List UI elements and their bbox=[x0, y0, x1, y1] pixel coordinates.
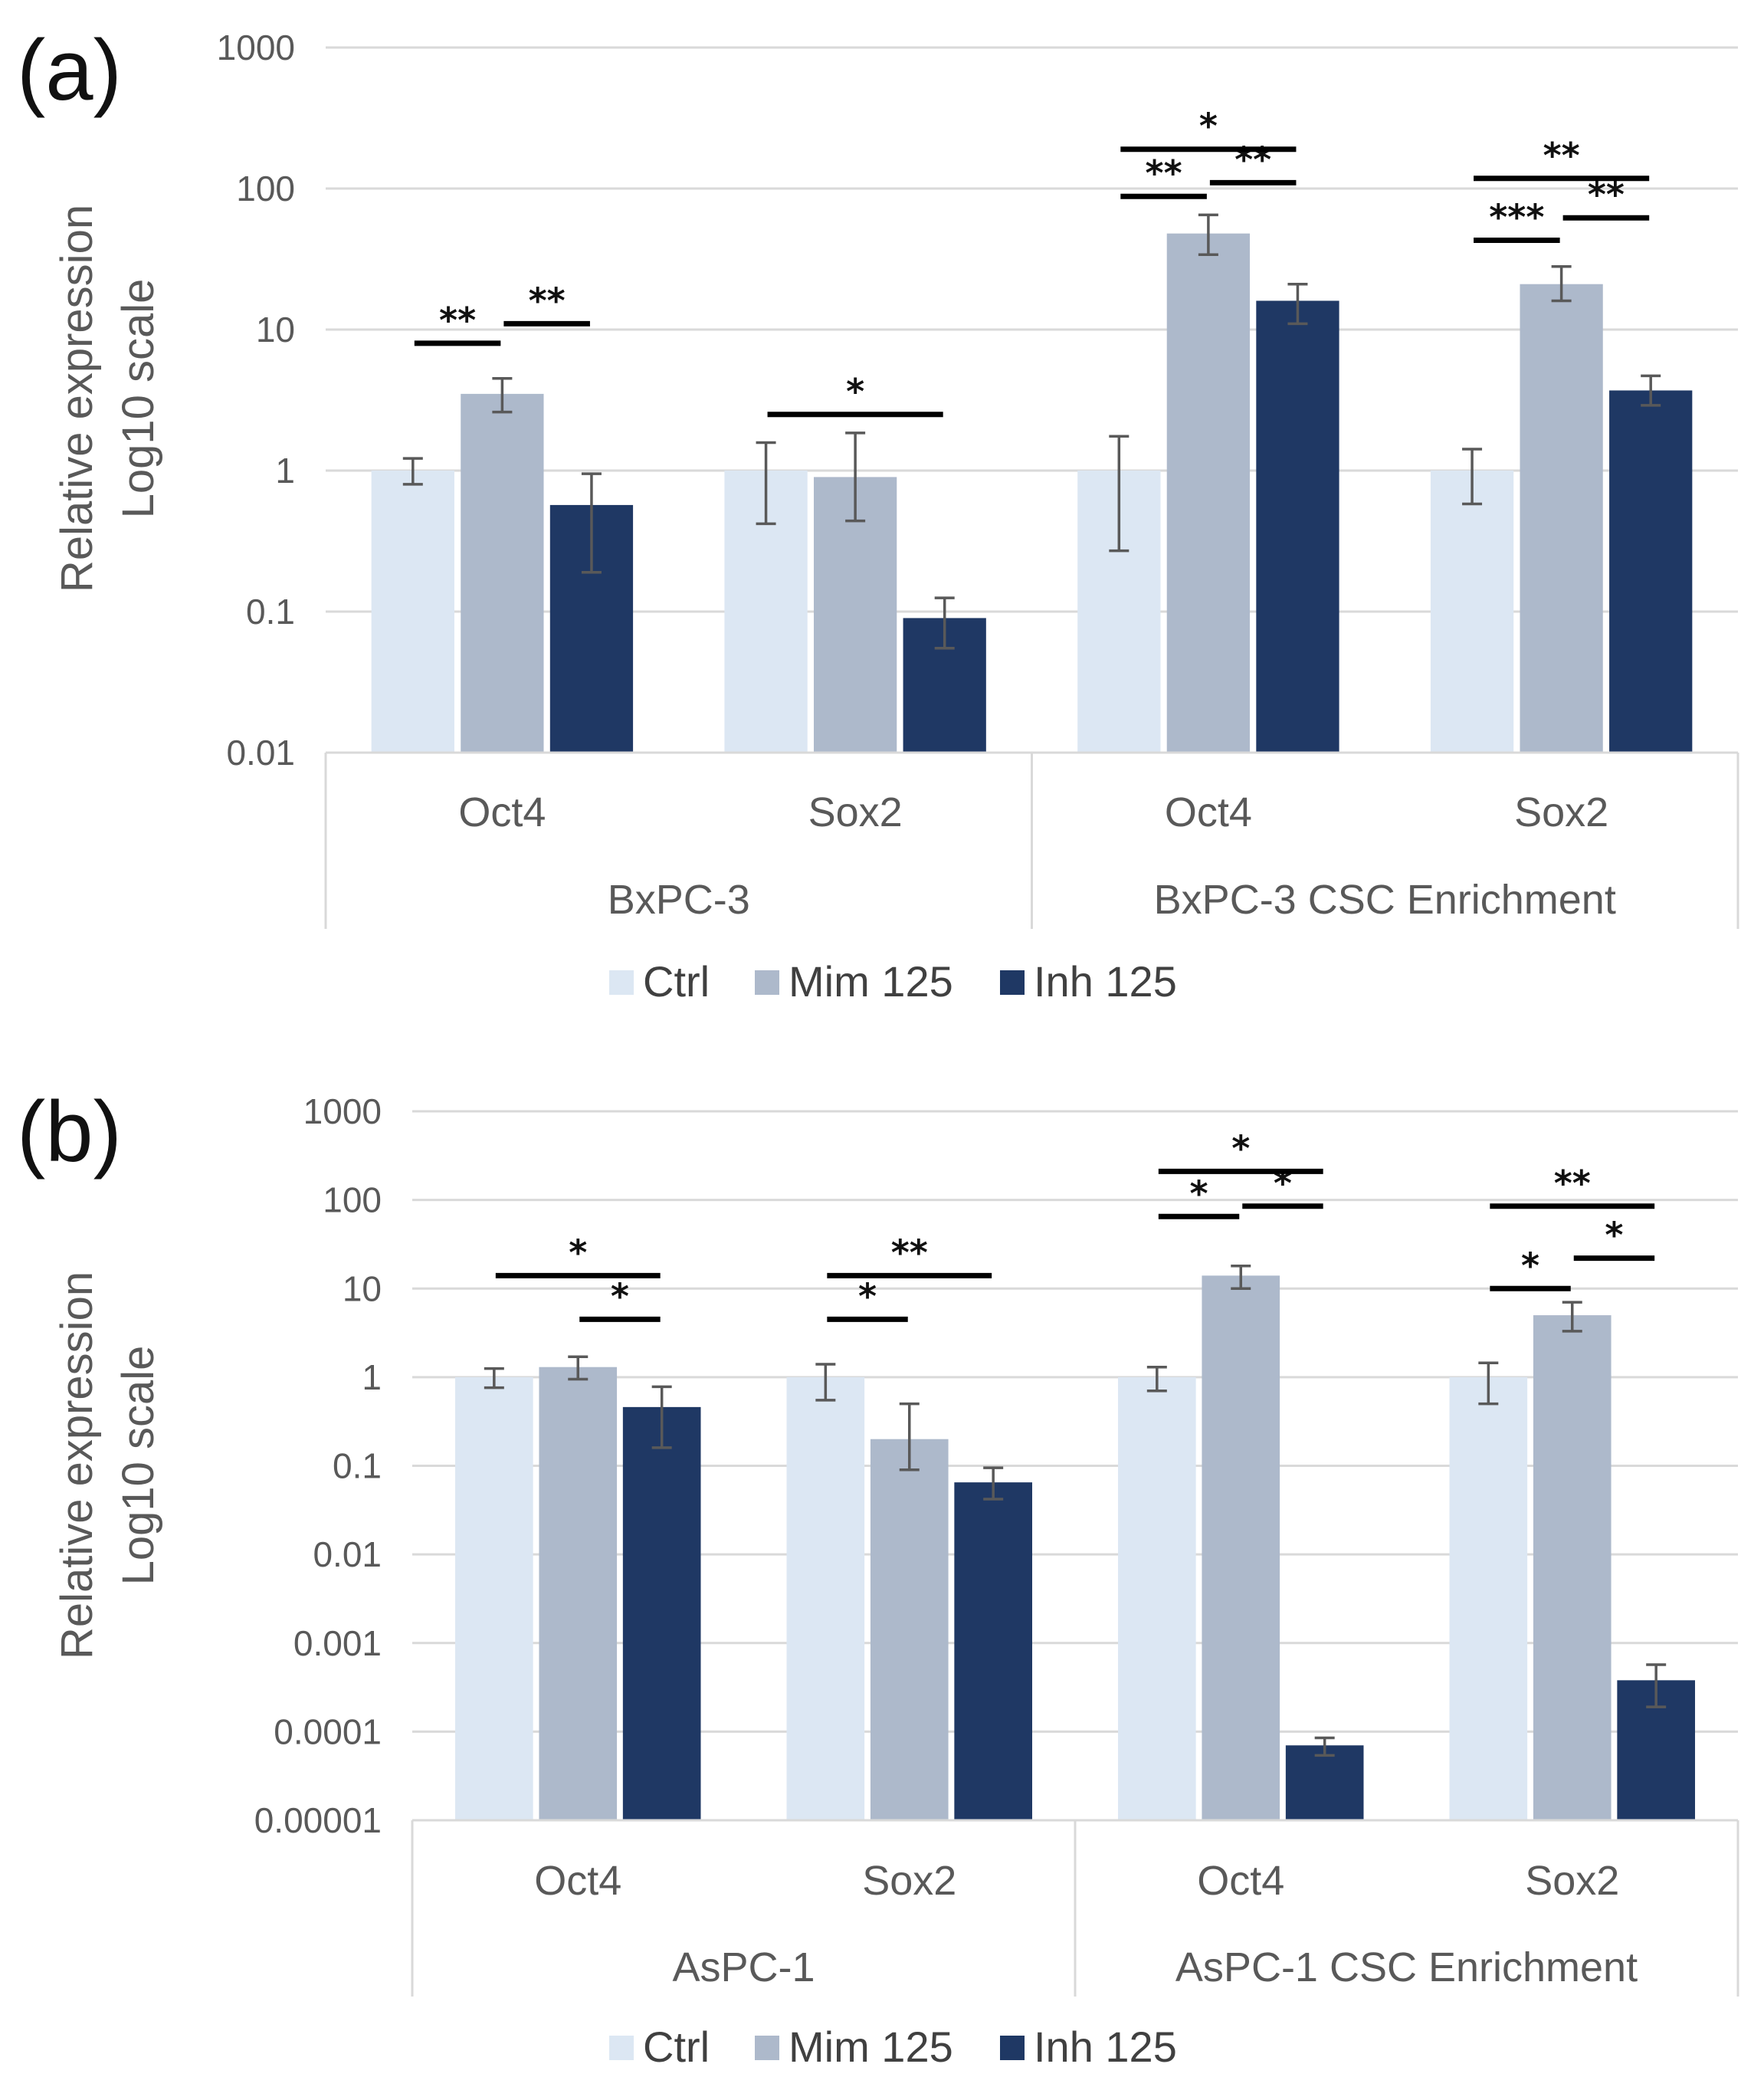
significance-label: ** bbox=[891, 1232, 928, 1273]
significance-label: * bbox=[1605, 1215, 1623, 1256]
y-tick-label: 100 bbox=[323, 1180, 382, 1220]
bar-ctrl bbox=[455, 1376, 533, 1820]
category-label: Oct4 bbox=[1197, 1858, 1284, 1904]
y-tick-label: 10 bbox=[343, 1268, 382, 1308]
bar-mim-125 bbox=[813, 477, 897, 753]
legend-swatch-inh-125 bbox=[1000, 970, 1025, 995]
panel-b: (b) 0.000010.00010.0010.010.11101001000 … bbox=[17, 1084, 1739, 2071]
panel-b-y-ticks: 0.00001 0.0001 0.001 0.01 0.1 1 10 100 1000 bbox=[254, 1091, 382, 1840]
legend-swatch-inh-125 bbox=[1000, 2036, 1025, 2060]
panel-b-ylabel-line1: Relative expression bbox=[52, 1271, 102, 1659]
y-tick-label: 1 bbox=[362, 1357, 382, 1397]
bar-inh-125 bbox=[1609, 390, 1693, 753]
category-label: Sox2 bbox=[808, 789, 903, 835]
bar-inh-125 bbox=[954, 1482, 1032, 1820]
legend-swatch-ctrl bbox=[609, 2036, 634, 2060]
panel-a-significance: ** ***** ********** bbox=[414, 106, 1650, 418]
bar-ctrl bbox=[1430, 471, 1514, 753]
category-label: Sox2 bbox=[1525, 1858, 1619, 1904]
panel-b-error-bars bbox=[484, 1264, 1667, 1757]
legend-label: Inh 125 bbox=[1034, 2023, 1177, 2071]
group-label: AsPC-1 bbox=[672, 1944, 815, 1990]
bar-ctrl bbox=[786, 1376, 865, 1820]
significance-label: * bbox=[569, 1232, 587, 1273]
bar-mim-125 bbox=[461, 393, 544, 753]
y-tick-label: 0.00001 bbox=[254, 1800, 382, 1840]
category-label: Sox2 bbox=[862, 1858, 956, 1904]
category-label: Sox2 bbox=[1514, 789, 1608, 835]
y-tick-label: 0.1 bbox=[246, 592, 295, 632]
bar-mim-125 bbox=[539, 1367, 618, 1820]
bar-ctrl bbox=[371, 471, 454, 753]
legend-label: Ctrl bbox=[643, 957, 710, 1006]
y-tick-label: 0.1 bbox=[333, 1446, 382, 1486]
legend-swatch-mim-125 bbox=[755, 970, 779, 995]
significance-label: *** bbox=[1489, 196, 1544, 238]
panel-a-ylabel-line2: Log10 scale bbox=[113, 279, 163, 519]
legend-label: Mim 125 bbox=[789, 2023, 953, 2071]
y-tick-label: 1 bbox=[275, 451, 295, 491]
panel-b-category-axis: Oct4 Sox2 Oct4 Sox2 AsPC-1 AsPC-1 CSC Enrichm… bbox=[411, 1819, 1739, 1997]
bar-mim-125 bbox=[1202, 1275, 1280, 1820]
significance-label: * bbox=[1190, 1173, 1208, 1214]
bar-inh-125 bbox=[1256, 300, 1339, 753]
significance-label: * bbox=[1231, 1127, 1250, 1169]
category-label: Oct4 bbox=[1165, 789, 1252, 835]
significance-label: ** bbox=[529, 280, 566, 321]
y-tick-label: 0.001 bbox=[293, 1623, 382, 1663]
bar-inh-125 bbox=[622, 1406, 701, 1820]
legend-label: Ctrl bbox=[643, 2023, 710, 2071]
category-label: Oct4 bbox=[458, 789, 546, 835]
bar-ctrl bbox=[1449, 1376, 1528, 1820]
legend-label: Mim 125 bbox=[789, 957, 953, 1006]
y-tick-label: 100 bbox=[236, 169, 295, 208]
y-tick-label: 10 bbox=[256, 310, 295, 349]
significance-label: ** bbox=[1146, 153, 1182, 194]
bar-inh-125 bbox=[1285, 1745, 1364, 1820]
significance-label: ** bbox=[1554, 1163, 1591, 1204]
bar-mim-125 bbox=[1520, 284, 1603, 753]
panel-a-category-axis: Oct4 Sox2 Oct4 Sox2 BxPC-3 BxPC-3 CSC Enrichm… bbox=[324, 751, 1739, 929]
panel-a-bars bbox=[371, 233, 1693, 753]
panel-a: (a) 0.01 0.1 1 10 100 1000 Relative expressio… bbox=[17, 22, 1739, 1006]
panel-a-y-ticks: 0.01 0.1 1 10 100 1000 bbox=[217, 28, 295, 773]
bar-mim-125 bbox=[1533, 1315, 1612, 1820]
panel-a-error-bars bbox=[402, 213, 1661, 650]
y-tick-label: 0.01 bbox=[313, 1534, 382, 1574]
group-label: AsPC-1 CSC Enrichment bbox=[1175, 1944, 1638, 1990]
y-tick-label: 0.0001 bbox=[274, 1711, 382, 1751]
legend-swatch-ctrl bbox=[609, 970, 634, 995]
group-label: BxPC-3 CSC Enrichment bbox=[1154, 877, 1616, 923]
y-tick-label: 1000 bbox=[303, 1091, 382, 1131]
panel-b-legend: Ctrl Mim 125 Inh 125 bbox=[609, 2023, 1177, 2071]
panel-b-significance: ****** ****** bbox=[495, 1127, 1655, 1322]
significance-label: * bbox=[846, 371, 864, 412]
significance-label: ** bbox=[1543, 135, 1580, 176]
significance-label: * bbox=[1521, 1245, 1539, 1286]
legend-label: Inh 125 bbox=[1034, 957, 1177, 1006]
panel-b-label: (b) bbox=[17, 1084, 122, 1180]
y-tick-label: 1000 bbox=[217, 28, 295, 67]
panel-b-ylabel-line2: Log10 scale bbox=[113, 1346, 163, 1586]
bar-mim-125 bbox=[870, 1439, 949, 1820]
significance-label: * bbox=[611, 1275, 629, 1317]
y-tick-label: 0.01 bbox=[226, 733, 295, 773]
category-label: Oct4 bbox=[534, 1858, 621, 1904]
bar-mim-125 bbox=[1166, 233, 1251, 753]
panel-a-ylabel-line1: Relative expression bbox=[52, 205, 102, 592]
group-label: BxPC-3 bbox=[608, 877, 750, 923]
panel-b-bars bbox=[455, 1275, 1695, 1820]
panel-a-legend: Ctrl Mim 125 Inh 125 bbox=[609, 957, 1177, 1006]
panel-a-label: (a) bbox=[17, 22, 122, 118]
significance-label: * bbox=[858, 1275, 877, 1317]
significance-label: * bbox=[1199, 106, 1218, 147]
significance-label: ** bbox=[1234, 139, 1271, 180]
significance-label: ** bbox=[439, 300, 476, 341]
bar-ctrl bbox=[1118, 1376, 1196, 1820]
legend-swatch-mim-125 bbox=[755, 2036, 779, 2060]
